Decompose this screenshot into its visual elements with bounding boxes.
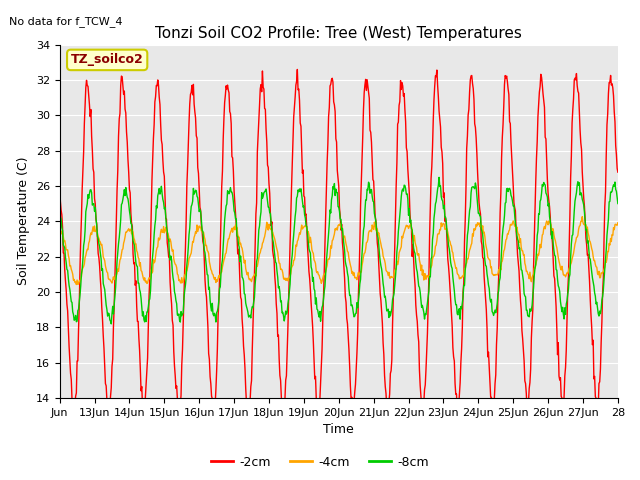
-2cm [614, 169, 621, 175]
Line: -4cm: -4cm [60, 216, 618, 285]
-8cm [511, 221, 519, 227]
-8cm [528, 302, 536, 308]
-2cm [511, 208, 519, 214]
-4cm [579, 214, 586, 219]
-8cm [458, 300, 466, 306]
Legend: -2cm, -4cm, -8cm: -2cm, -4cm, -8cm [206, 451, 434, 474]
-4cm [72, 282, 80, 288]
-4cm [133, 248, 141, 254]
-8cm [179, 310, 187, 315]
Line: -2cm: -2cm [60, 70, 618, 425]
-2cm [458, 325, 466, 331]
-2cm [179, 321, 187, 326]
-4cm [511, 223, 518, 229]
-8cm [56, 202, 63, 208]
X-axis label: Time: Time [323, 423, 354, 436]
Y-axis label: Soil Temperature (C): Soil Temperature (C) [17, 157, 30, 286]
Text: No data for f_TCW_4: No data for f_TCW_4 [10, 16, 123, 27]
-8cm [65, 276, 72, 282]
-2cm [294, 67, 301, 72]
-2cm [70, 422, 78, 428]
-2cm [56, 178, 63, 184]
Text: TZ_soilco2: TZ_soilco2 [71, 53, 143, 66]
-8cm [614, 201, 621, 206]
-2cm [133, 303, 141, 309]
-8cm [435, 174, 443, 180]
-4cm [56, 228, 63, 233]
-4cm [527, 279, 535, 285]
Line: -8cm: -8cm [60, 177, 618, 324]
-4cm [614, 220, 621, 226]
-2cm [65, 326, 72, 332]
-4cm [458, 275, 465, 280]
-4cm [179, 278, 187, 284]
-2cm [528, 319, 536, 324]
-8cm [133, 263, 141, 269]
Title: Tonzi Soil CO2 Profile: Tree (West) Temperatures: Tonzi Soil CO2 Profile: Tree (West) Temp… [156, 25, 522, 41]
-4cm [65, 252, 72, 258]
-8cm [108, 321, 115, 327]
